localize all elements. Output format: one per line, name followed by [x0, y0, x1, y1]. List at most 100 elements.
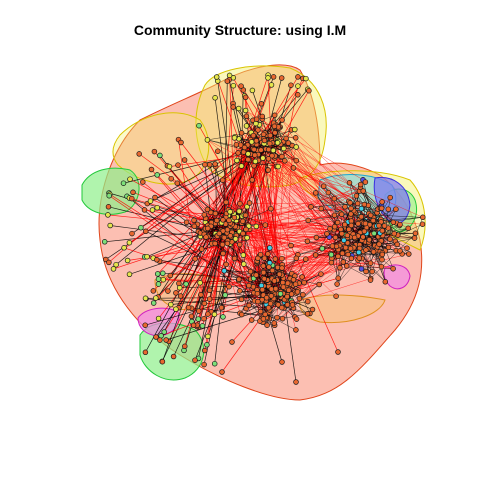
edge — [253, 160, 285, 167]
node — [206, 296, 213, 302]
edge — [224, 270, 262, 286]
node — [150, 300, 157, 306]
node — [211, 311, 218, 318]
node — [176, 280, 182, 287]
node — [106, 259, 112, 266]
node — [138, 224, 144, 231]
node — [219, 177, 226, 183]
edge — [296, 146, 350, 184]
node — [168, 175, 174, 182]
node — [371, 230, 377, 237]
node — [248, 139, 255, 145]
node — [231, 255, 238, 262]
node — [290, 165, 297, 171]
node — [124, 257, 131, 264]
node — [312, 190, 319, 196]
node — [242, 107, 249, 114]
node — [203, 234, 209, 240]
node — [238, 130, 245, 136]
node — [397, 248, 403, 254]
node — [230, 82, 237, 89]
node — [290, 277, 297, 283]
edge — [245, 207, 363, 216]
node — [183, 281, 189, 287]
edge — [274, 248, 351, 326]
node — [325, 189, 332, 196]
node — [338, 211, 345, 218]
edge — [232, 106, 273, 279]
node — [366, 237, 373, 243]
node — [195, 316, 202, 322]
node — [348, 211, 354, 217]
node — [301, 279, 307, 286]
node — [105, 212, 111, 218]
node — [279, 117, 285, 123]
node — [280, 279, 286, 286]
node — [261, 276, 268, 282]
node — [284, 280, 291, 286]
edge — [366, 227, 386, 282]
node — [356, 255, 363, 261]
edge — [295, 137, 363, 209]
edge — [236, 216, 362, 236]
node — [237, 288, 243, 294]
node — [327, 226, 333, 232]
node — [328, 251, 335, 258]
node — [274, 140, 281, 146]
community-hull-3 — [112, 112, 210, 185]
node — [341, 237, 347, 244]
node — [270, 74, 277, 80]
edge — [198, 232, 224, 359]
node — [216, 230, 223, 237]
edge — [241, 261, 258, 315]
node — [183, 219, 190, 226]
node — [220, 250, 226, 257]
node — [309, 306, 316, 313]
node — [157, 337, 163, 343]
node — [241, 144, 248, 151]
node — [229, 339, 235, 345]
node — [149, 207, 156, 213]
node — [288, 242, 294, 249]
node — [224, 226, 231, 233]
node — [328, 259, 335, 266]
node — [267, 245, 273, 251]
node — [379, 251, 386, 258]
node — [343, 263, 350, 269]
node — [269, 153, 275, 159]
node — [163, 337, 169, 343]
node — [265, 251, 271, 257]
node — [295, 92, 301, 98]
node — [382, 279, 389, 285]
node — [173, 290, 179, 296]
node — [265, 75, 271, 81]
node — [110, 266, 117, 272]
node — [279, 265, 285, 271]
node — [231, 214, 238, 221]
node — [260, 263, 267, 269]
node — [161, 329, 167, 335]
node — [230, 104, 236, 110]
node — [113, 261, 119, 268]
node — [293, 255, 300, 262]
node — [199, 323, 206, 329]
node — [148, 166, 155, 173]
node — [107, 222, 113, 229]
node — [289, 302, 296, 308]
node — [240, 218, 246, 225]
node — [260, 155, 266, 161]
node — [294, 289, 301, 295]
edge — [297, 239, 362, 256]
edge — [207, 238, 232, 315]
node — [355, 220, 361, 227]
node — [367, 260, 374, 266]
node — [369, 268, 375, 275]
node — [285, 287, 292, 293]
node — [305, 217, 311, 224]
node — [271, 320, 277, 326]
node — [370, 217, 376, 224]
node — [235, 105, 242, 112]
node — [250, 132, 257, 139]
node — [226, 283, 232, 290]
